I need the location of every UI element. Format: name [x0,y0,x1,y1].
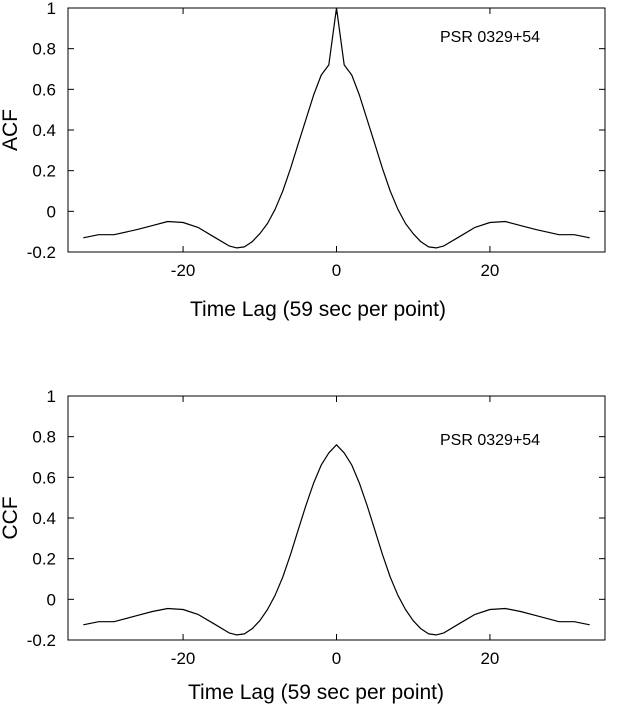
acf-x-axis-title: Time Lag (59 sec per point) [190,298,446,321]
ccf-y-tick-label: 0.4 [32,509,56,528]
acf-y-tick-label: 0.4 [32,121,56,140]
acf-y-tick-label: 0.2 [32,162,56,181]
acf-curve [83,7,590,249]
ccf-x-axis: -20 0 20 [171,396,499,668]
ccf-y-tick-label: 1 [47,387,56,406]
ccf-y-tick-label: 0.8 [32,428,56,447]
acf-y-tick-label: 0 [47,202,56,221]
ccf-y-tick-label: 0 [47,590,56,609]
ccf-x-tick-label: -20 [171,649,196,668]
ccf-y-axis: -0.2 0 0.2 0.4 0.6 0.8 1 [27,387,605,650]
acf-panel: -0.2 0 0.2 0.4 0.6 0.8 1 -20 0 20 PSR 0329+54 AC… [0,0,606,321]
ccf-panel: -0.2 0 0.2 0.4 0.6 0.8 1 -20 0 20 PSR 0329+54 CC… [0,387,606,704]
ccf-y-axis-title: CCF [0,496,22,539]
ccf-y-tick-label: -0.2 [27,631,56,650]
acf-y-axis: -0.2 0 0.2 0.4 0.6 0.8 1 [27,0,605,262]
ccf-x-tick-label: 20 [480,649,499,668]
acf-y-tick-label: 1 [47,0,56,18]
ccf-annotation: PSR 0329+54 [440,432,540,449]
acf-y-tick-label: -0.2 [27,243,56,262]
acf-annotation: PSR 0329+54 [440,29,540,46]
acf-x-tick-label: 0 [332,261,341,280]
acf-y-tick-label: 0.6 [32,80,56,99]
ccf-curve [83,444,590,636]
ccf-y-tick-label: 0.6 [32,468,56,487]
acf-y-tick-label: 0.8 [32,40,56,59]
ccf-x-axis-title: Time Lag (59 sec per point) [188,681,444,704]
acf-x-tick-label: 20 [480,261,499,280]
acf-x-axis: -20 0 20 [171,8,499,280]
ccf-x-tick-label: 0 [332,649,341,668]
acf-x-tick-label: -20 [171,261,196,280]
ccf-y-tick-label: 0.2 [32,550,56,569]
acf-y-axis-title: ACF [0,109,22,151]
